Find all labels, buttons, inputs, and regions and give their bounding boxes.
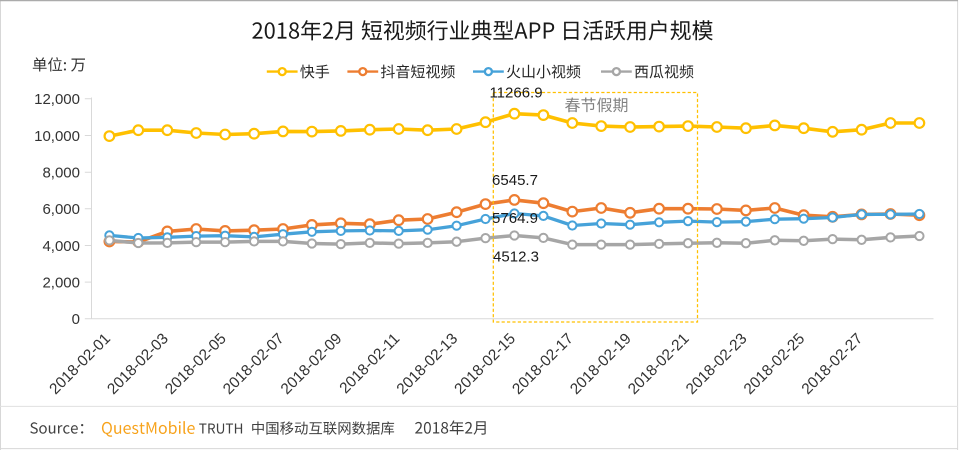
svg-text:10,000: 10,000 [34,128,80,145]
svg-text:2,000: 2,000 [42,274,80,291]
svg-text:12,000: 12,000 [34,91,80,108]
svg-text:6545.7: 6545.7 [492,172,538,189]
svg-text:4512.3: 4512.3 [493,248,539,265]
svg-text:11266.9: 11266.9 [489,85,542,102]
svg-text:4,000: 4,000 [42,238,80,255]
svg-text:8,000: 8,000 [42,165,80,182]
svg-text:6,000: 6,000 [42,201,80,218]
svg-text:5764.9: 5764.9 [492,210,538,227]
svg-text:0: 0 [72,311,80,328]
